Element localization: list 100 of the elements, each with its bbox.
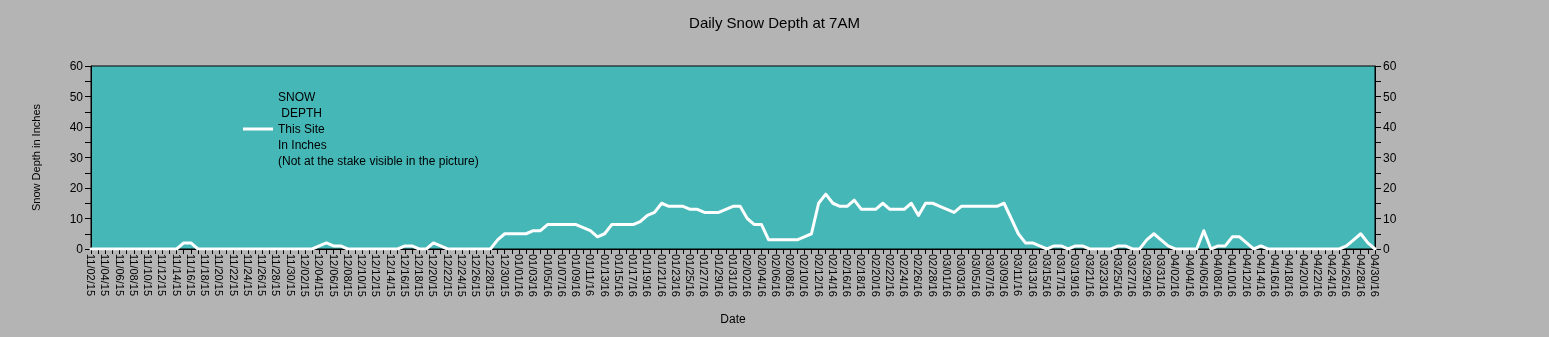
x-tick-label: 01/19/16 <box>641 254 654 297</box>
x-tick-label: 12/02/15 <box>299 254 311 297</box>
y2-tick-label: 40 <box>1383 120 1397 134</box>
x-tick-label: 02/02/16 <box>741 254 754 297</box>
x-tick-label: 03/19/16 <box>1069 254 1082 297</box>
x-tick-label: 03/31/16 <box>1155 254 1167 297</box>
x-tick-label: 01/31/16 <box>727 254 739 297</box>
y2-tick-label: 10 <box>1383 211 1397 226</box>
x-tick-label: 01/03/16 <box>527 254 540 297</box>
x-tick-label: 02/04/16 <box>755 254 768 297</box>
x-tick-label: 11/18/15 <box>199 254 212 297</box>
x-tick-label: 11/26/15 <box>256 254 269 297</box>
x-tick-label: 12/30/15 <box>498 254 511 297</box>
x-tick-label: 11/14/15 <box>170 254 183 297</box>
x-tick-label: 04/28/16 <box>1354 254 1367 297</box>
x-tick-label: 01/11/16 <box>584 254 597 297</box>
x-tick-label: 01/15/16 <box>612 254 625 297</box>
x-tick-label: 01/01/16 <box>513 254 525 297</box>
y2-tick-label: 30 <box>1383 150 1397 165</box>
x-tick-label: 03/11/16 <box>1012 254 1025 297</box>
x-tick-label: 01/13/16 <box>598 254 611 297</box>
x-tick-label: 04/08/16 <box>1212 254 1225 297</box>
x-tick-label: 12/10/15 <box>356 254 369 297</box>
x-tick-label: 02/08/16 <box>784 254 797 297</box>
x-tick-label: 12/24/15 <box>455 254 468 297</box>
x-tick-label: 03/13/16 <box>1026 254 1039 297</box>
x-tick-label: 04/26/16 <box>1340 254 1353 297</box>
y-tick-label: 10 <box>69 211 84 226</box>
y-tick-label: 50 <box>69 89 84 104</box>
x-tick-label: 02/28/16 <box>926 254 939 297</box>
x-tick-label: 03/21/16 <box>1083 254 1096 297</box>
x-tick-label: 12/08/15 <box>341 254 354 297</box>
x-tick-label: 12/04/15 <box>313 254 326 297</box>
x-tick-label: 12/12/15 <box>370 254 383 297</box>
x-tick-label: 01/05/16 <box>541 254 554 297</box>
x-tick-label: 03/27/16 <box>1126 254 1139 297</box>
y-tick-label: 30 <box>69 150 84 165</box>
x-tick-label: 02/24/16 <box>898 254 911 297</box>
y2-tick-label: 50 <box>1383 89 1397 104</box>
x-tick-label: 12/16/15 <box>398 254 411 297</box>
x-tick-label: 02/18/16 <box>855 254 868 297</box>
x-tick-label: 03/03/16 <box>955 254 968 297</box>
x-tick-label: 03/05/16 <box>969 254 982 297</box>
x-tick-label: 01/09/16 <box>570 254 583 297</box>
x-tick-label: 02/20/16 <box>869 254 882 297</box>
x-tick-label: 04/10/16 <box>1226 254 1239 297</box>
x-tick-label: 11/16/15 <box>184 254 197 297</box>
x-tick-label: 01/21/16 <box>655 254 668 297</box>
x-tick-label: 04/04/16 <box>1183 254 1196 297</box>
x-tick-label: 03/15/16 <box>1040 254 1053 297</box>
x-tick-label: 03/29/16 <box>1140 254 1153 297</box>
x-tick-label: 03/07/16 <box>983 254 996 297</box>
x-tick-label: 11/24/15 <box>241 254 254 297</box>
x-tick-label: 04/24/16 <box>1326 254 1339 297</box>
x-tick-label: 04/18/16 <box>1283 254 1296 297</box>
x-tick-label: 02/22/16 <box>883 254 896 297</box>
y-tick-label: 60 <box>69 59 84 73</box>
x-tick-label: 01/17/16 <box>627 254 640 297</box>
x-tick-label: 03/01/16 <box>941 254 953 297</box>
x-tick-label: 11/12/15 <box>156 254 169 297</box>
y2-tick-label: 60 <box>1383 59 1397 73</box>
x-tick-label: 02/12/16 <box>812 254 825 297</box>
x-tick-label: 01/25/16 <box>684 254 697 297</box>
x-tick-label: 03/23/16 <box>1097 254 1110 297</box>
x-tick-label: 11/30/15 <box>284 254 297 297</box>
x-tick-label: 12/26/15 <box>470 254 483 297</box>
x-tick-label: 12/20/15 <box>427 254 440 297</box>
x-axis-title: Date <box>720 312 746 326</box>
x-tick-label: 11/10/15 <box>142 254 155 297</box>
x-tick-label: 04/16/16 <box>1269 254 1282 297</box>
legend-label: SNOW DEPTH This Site In Inches (Not at the stake visible in the picture) <box>278 90 479 168</box>
x-tick-label: 03/17/16 <box>1055 254 1068 297</box>
x-tick-label: 02/26/16 <box>912 254 925 297</box>
x-tick-label: 11/28/15 <box>270 254 283 297</box>
y2-tick-label: 0 <box>1383 242 1390 256</box>
y-tick-label: 0 <box>76 242 84 256</box>
x-tick-label: 01/07/16 <box>555 254 568 297</box>
x-tick-label: 12/06/15 <box>327 254 340 297</box>
x-tick-label: 02/06/16 <box>769 254 782 297</box>
x-tick-label: 12/14/15 <box>384 254 397 297</box>
x-tick-label: 02/10/16 <box>798 254 811 297</box>
x-tick-label: 04/06/16 <box>1197 254 1210 297</box>
x-tick-label: 03/25/16 <box>1112 254 1125 297</box>
x-tick-label: 01/27/16 <box>698 254 711 297</box>
x-tick-label: 04/12/16 <box>1240 254 1253 297</box>
y-tick-label: 20 <box>69 181 84 195</box>
x-tick-label: 11/06/15 <box>113 254 126 297</box>
chart-title: Daily Snow Depth at 7AM <box>689 14 860 31</box>
x-tick-label: 02/14/16 <box>826 254 839 297</box>
x-tick-label: 03/09/16 <box>998 254 1011 297</box>
x-tick-label: 11/04/15 <box>99 254 112 297</box>
x-tick-label: 04/14/16 <box>1254 254 1267 297</box>
x-tick-label: 11/08/15 <box>127 254 140 297</box>
x-tick-label: 11/02/15 <box>85 254 97 297</box>
y-axis-title: Snow Depth in Inches <box>29 103 42 212</box>
x-tick-label: 04/20/16 <box>1297 254 1310 297</box>
x-tick-label: 01/23/16 <box>669 254 682 297</box>
x-tick-label: 12/22/15 <box>441 254 454 297</box>
x-tick-label: 04/22/16 <box>1311 254 1324 297</box>
x-tick-label: 02/16/16 <box>841 254 854 297</box>
